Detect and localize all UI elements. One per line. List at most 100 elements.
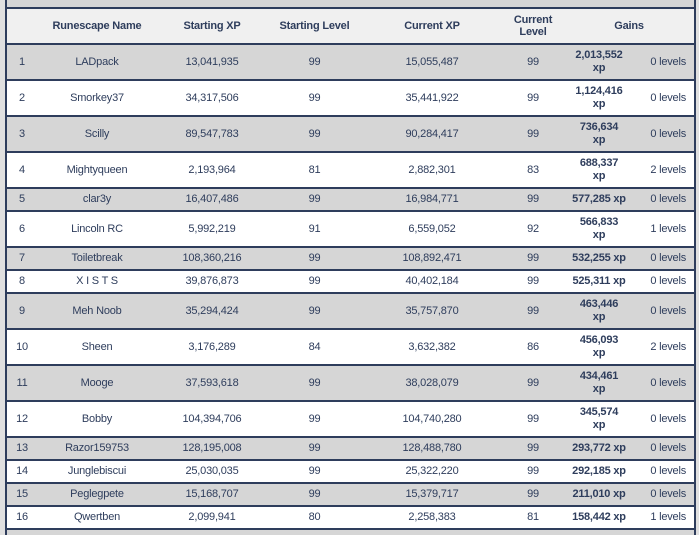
- table-row: 13 Razor159753 128,195,008 99 128,488,78…: [7, 437, 695, 460]
- current-xp-cell: 40,402,184: [405, 275, 459, 287]
- starting-level-cell: 91: [308, 222, 321, 235]
- table-row: 11 Mooge 37,593,618 99 38,028,079 99 434…: [7, 365, 695, 401]
- starting-xp-cell: 2,099,941: [188, 511, 236, 523]
- current-level-column-header: Current Level: [502, 7, 564, 45]
- player-name-cell: Bobby: [81, 412, 113, 425]
- current-level-cell: 99: [527, 488, 539, 500]
- starting-level-cell: 99: [308, 412, 321, 425]
- starting-xp-cell: 37,593,618: [185, 376, 239, 389]
- gains-column-header: Gains: [564, 7, 695, 45]
- starting-level-cell: 99: [308, 91, 321, 104]
- gain-levels-cell: 0 levels: [650, 252, 687, 264]
- player-name-cell: Junglebiscui: [67, 465, 127, 477]
- current-level-cell: 99: [527, 91, 539, 104]
- starting-level-cell: 99: [308, 193, 321, 205]
- rank-cell: 5: [19, 193, 25, 205]
- current-level-cell: 99: [527, 304, 539, 317]
- table-row: 9 Meh Noob 35,294,424 99 35,757,870 99 4…: [7, 293, 695, 329]
- rank-cell: 10: [16, 340, 28, 353]
- rank-cell: 6: [19, 222, 25, 235]
- player-name-cell: Razor159753: [65, 442, 129, 454]
- gain-levels-cell: 0 levels: [650, 275, 687, 287]
- starting-xp-cell: 25,030,035: [185, 465, 239, 477]
- player-name-cell: Sheen: [81, 340, 113, 353]
- gain-xp-cell: 434,461 xp: [579, 370, 619, 395]
- gain-xp-cell: 525,311 xp: [572, 275, 626, 287]
- rank-cell: 16: [16, 511, 28, 523]
- gain-xp-cell: 688,337 xp: [579, 157, 619, 182]
- gain-levels-cell: 0 levels: [650, 304, 687, 317]
- current-xp-cell: 104,740,280: [402, 412, 462, 425]
- current-xp-cell: 3,632,382: [408, 340, 456, 353]
- player-name-cell: Peglegpete: [70, 488, 124, 500]
- table-row: 5 clar3y 16,407,486 99 16,984,771 99 577…: [7, 188, 695, 211]
- starting-xp-cell: 2,193,964: [188, 163, 236, 176]
- player-name-cell: Smorkey37: [70, 91, 124, 104]
- starting-level-cell: 81: [308, 163, 321, 176]
- gain-levels-cell: 1 levels: [650, 511, 687, 523]
- starting-xp-cell: 104,394,706: [182, 412, 242, 425]
- gain-xp-cell: 211,010 xp: [572, 488, 626, 500]
- current-xp-cell: 2,882,301: [408, 163, 456, 176]
- table-row: 2 Smorkey37 34,317,506 99 35,441,922 99 …: [7, 80, 695, 116]
- rank-cell: 1: [19, 55, 25, 68]
- player-name-cell: Meh Noob: [72, 304, 122, 317]
- table-row: 7 Toiletbreak 108,360,216 99 108,892,471…: [7, 247, 695, 270]
- rank-cell: 3: [19, 127, 25, 140]
- current-xp-cell: 25,322,220: [405, 465, 459, 477]
- table-row: 3 Scilly 89,547,783 99 90,284,417 99 736…: [7, 116, 695, 152]
- player-name-cell: Toiletbreak: [71, 252, 123, 264]
- current-xp-cell: 16,984,771: [405, 193, 459, 205]
- table-row: 6 Lincoln RC 5,992,219 91 6,559,052 92 5…: [7, 211, 695, 247]
- starting-xp-cell: 3,176,289: [188, 340, 236, 353]
- gain-xp-cell: 1,124,416 xp: [575, 85, 623, 110]
- current-xp-cell: 38,028,079: [405, 376, 459, 389]
- current-level-cell: 99: [527, 465, 539, 477]
- current-xp-cell: 35,757,870: [405, 304, 459, 317]
- current-xp-cell: 35,441,922: [405, 91, 459, 104]
- starting-level-cell: 99: [308, 488, 321, 500]
- current-xp-cell: 108,892,471: [402, 252, 462, 264]
- gain-xp-cell: 577,285 xp: [572, 193, 626, 205]
- rank-cell: 12: [16, 412, 28, 425]
- current-xp-cell: 2,258,383: [408, 511, 456, 523]
- starting-xp-cell: 34,317,506: [185, 91, 239, 104]
- player-name-cell: Qwertben: [73, 511, 121, 523]
- current-level-cell: 99: [527, 275, 539, 287]
- starting-level-cell: 80: [308, 511, 321, 523]
- table-row: 8 X I S T S 39,876,873 99 40,402,184 99 …: [7, 270, 695, 293]
- gain-levels-cell: 0 levels: [650, 376, 687, 389]
- rank-cell: 7: [19, 252, 25, 264]
- header-row: Runescape Name Starting XP Starting Leve…: [7, 7, 695, 45]
- player-name-cell: Scilly: [84, 127, 110, 140]
- starting-level-cell: 99: [308, 55, 321, 68]
- rank-cell: 9: [19, 304, 25, 317]
- gain-xp-cell: 2,013,552 xp: [575, 49, 623, 74]
- starting-xp-cell: 108,360,216: [182, 252, 242, 264]
- rank-cell: 15: [16, 488, 28, 500]
- starting-xp-cell: 39,876,873: [185, 275, 239, 287]
- gain-xp-cell: 292,185 xp: [572, 465, 626, 477]
- gain-levels-cell: 0 levels: [650, 127, 687, 140]
- runescape-name-column-header: Runescape Name: [37, 7, 157, 45]
- gain-xp-cell: 345,574 xp: [579, 406, 619, 431]
- current-xp-cell: 6,559,052: [408, 222, 456, 235]
- starting-level-cell: 99: [308, 376, 321, 389]
- current-xp-cell: 15,055,487: [405, 55, 459, 68]
- current-level-cell: 86: [527, 340, 539, 353]
- current-level-cell: 99: [527, 193, 539, 205]
- table-row: 12 Bobby 104,394,706 99 104,740,280 99 3…: [7, 401, 695, 437]
- starting-level-cell: 99: [308, 252, 321, 264]
- player-name-cell: Mightyqueen: [66, 163, 128, 176]
- rank-cell: 14: [16, 465, 28, 477]
- gain-xp-cell: 456,093 xp: [579, 334, 619, 359]
- starting-level-cell: 99: [308, 442, 321, 454]
- starting-level-cell: 99: [308, 275, 321, 287]
- gain-levels-cell: 2 levels: [650, 163, 687, 176]
- leaderboard-table-container: Runescape Name Starting XP Starting Leve…: [5, 0, 696, 535]
- starting-level-cell: 99: [308, 304, 321, 317]
- rank-cell: 4: [19, 163, 25, 176]
- current-xp-column-header: Current XP: [362, 7, 502, 45]
- current-xp-cell: 128,488,780: [402, 442, 462, 454]
- starting-xp-cell: 13,041,935: [185, 55, 239, 68]
